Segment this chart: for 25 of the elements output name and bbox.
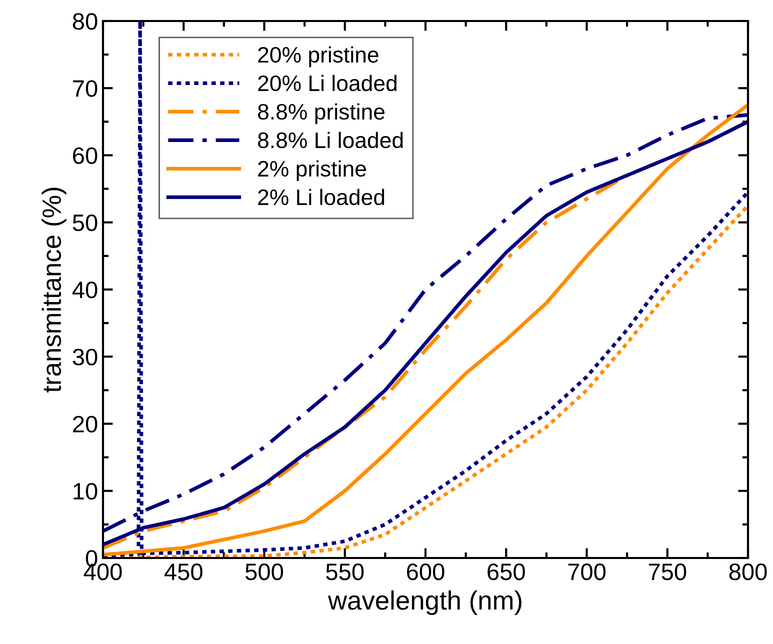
line-series xyxy=(103,21,748,558)
legend-label: 20% Li loaded xyxy=(258,74,396,92)
x-tick-label: 600 xyxy=(407,563,444,580)
y-tick-label: 80 xyxy=(72,13,98,30)
x-tick-label: 750 xyxy=(648,563,686,580)
y-tick-label: 20 xyxy=(73,416,98,433)
legend-label: 20% pristine xyxy=(258,46,378,68)
x-tick-label: 550 xyxy=(326,563,364,580)
y-tick-label: 70 xyxy=(73,80,98,97)
x-tick-label: 500 xyxy=(246,563,284,580)
y-tick-label: 50 xyxy=(72,214,98,232)
y-tick-label: 60 xyxy=(73,147,98,164)
y-tick-label: 40 xyxy=(72,282,98,298)
legend-label: 2% pristine xyxy=(258,160,366,182)
legend-label: 8.8% Li loaded xyxy=(258,132,403,148)
y-axis-title: transmittance (%) xyxy=(42,188,66,392)
x-tick-label: 450 xyxy=(164,563,202,580)
x-tick-label: 650 xyxy=(488,563,525,580)
y-tick-label: 10 xyxy=(74,482,98,500)
x-axis-title: wavelength (nm) xyxy=(328,590,522,616)
y-tick-label: 30 xyxy=(72,348,98,366)
x-tick-label: 700 xyxy=(568,563,606,580)
legend-label: 8.8% pristine xyxy=(258,103,385,124)
x-tick-label: 800 xyxy=(729,563,767,580)
legend-label: 2% Li loaded xyxy=(258,188,384,206)
